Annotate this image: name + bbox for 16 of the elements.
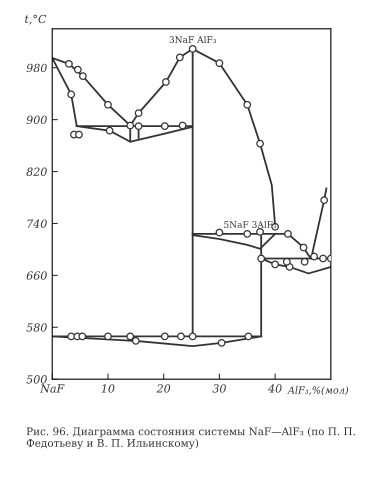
y-tick-label: 900 <box>26 116 47 124</box>
text: Рис. 96. Диаграмма состояния системы NaF—AlF₃ (по П. П. Федотьеву и В. П. Ильинскому) <box>26 427 355 450</box>
y-tick-label: 500 <box>26 375 47 384</box>
y-tick-label: 820 <box>26 168 47 176</box>
x-tick-label: 40 <box>268 384 282 393</box>
x-tick-label: 10 <box>102 384 114 393</box>
x-tick-label: 30 <box>212 384 226 393</box>
x-tick-label: 20 <box>156 384 170 393</box>
x-tick-label: NaF <box>40 384 65 393</box>
annotation: 3NaF AlF₃ <box>170 36 216 43</box>
y-tick-label: 580 <box>26 323 47 332</box>
y-tick-label: 660 <box>26 271 47 280</box>
y-axis-title: t,°C <box>25 14 46 24</box>
x-axis-title: AlF₃,%(мол) <box>287 386 348 396</box>
y-tick-label: 740 <box>28 219 47 228</box>
y-tick-label: 980 <box>26 64 47 72</box>
